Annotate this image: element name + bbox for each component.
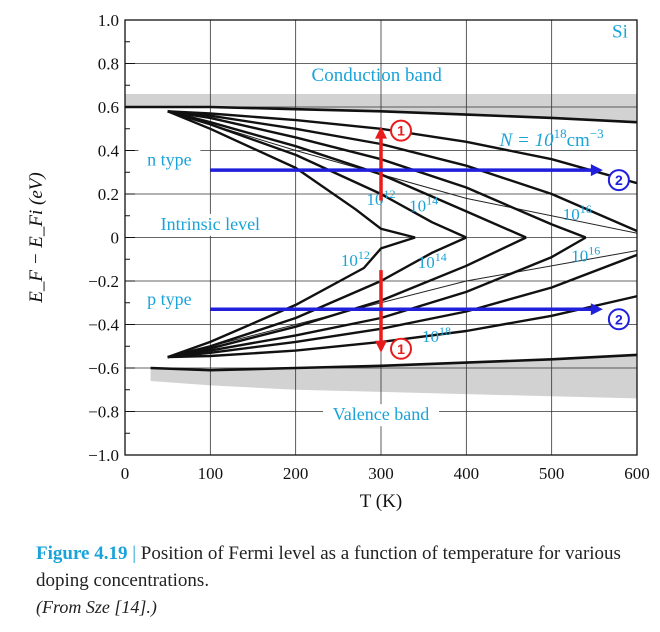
x-tick-label: 500 bbox=[539, 464, 565, 483]
concentration-label: 1014 bbox=[409, 193, 438, 215]
y-tick-label: 0.2 bbox=[98, 185, 119, 204]
caption-source: (From Sze [14].) bbox=[36, 597, 157, 617]
y-tick-label: 0.8 bbox=[98, 55, 119, 74]
y-tick-label: 0.6 bbox=[98, 98, 119, 117]
fermi-curve bbox=[167, 236, 527, 359]
concentration-label: 1016 bbox=[563, 202, 592, 224]
x-axis-title: T (K) bbox=[360, 491, 402, 512]
step-marker-label: 2 bbox=[615, 311, 623, 327]
valence-band-label: Valence band bbox=[333, 404, 429, 424]
fermi-curve bbox=[167, 110, 527, 239]
conduction-band-edge bbox=[125, 105, 638, 124]
concentration-label: 1018 bbox=[422, 324, 451, 346]
plot-frame bbox=[124, 19, 638, 456]
step-marker-label: 2 bbox=[615, 172, 623, 188]
x-tick-label: 600 bbox=[624, 464, 650, 483]
fermi-curve bbox=[167, 236, 416, 359]
y-tick-label: −1.0 bbox=[88, 446, 119, 465]
horizontal-arrow-head bbox=[590, 303, 603, 316]
valence-band-edge bbox=[150, 353, 638, 372]
y-tick-label: 0 bbox=[111, 229, 120, 248]
x-tick-label: 200 bbox=[283, 464, 309, 483]
concentration-label: 1014 bbox=[418, 250, 447, 272]
x-tick-label: 100 bbox=[198, 464, 224, 483]
step-marker-label: 1 bbox=[397, 123, 405, 139]
chart-labels: Conduction band Valence band Intrinsic lev… bbox=[138, 21, 628, 427]
y-tick-label: −0.6 bbox=[88, 359, 119, 378]
y-tick-label: 1.0 bbox=[98, 11, 119, 30]
axis-ticks: 0 100 200 300 400 500 600 1.0 0.8 0.6 0.4 0.2 0 −0.2 −… bbox=[88, 11, 650, 483]
figure-number: Figure 4.19 bbox=[36, 543, 128, 564]
valence-band-shade bbox=[150, 354, 637, 399]
fermi-curve bbox=[167, 236, 467, 359]
valence-band-label-bg bbox=[323, 404, 439, 427]
x-tick-label: 0 bbox=[121, 464, 130, 483]
concentration-label: 1012 bbox=[341, 248, 370, 270]
caption-text: Position of Fermi level as a function of… bbox=[36, 543, 621, 591]
y-tick-label: 0.4 bbox=[98, 142, 120, 161]
y-tick-label: −0.8 bbox=[88, 403, 119, 422]
p-type-label: p type bbox=[147, 289, 192, 309]
figure-caption: Figure 4.19 | Position of Fermi level as… bbox=[36, 540, 636, 621]
vertical-arrow-head bbox=[375, 340, 387, 353]
fermi-curve bbox=[167, 110, 467, 239]
step-marker bbox=[390, 119, 412, 142]
intrinsic-level-label: Intrinsic level bbox=[161, 214, 260, 234]
vertical-arrow-head bbox=[375, 126, 387, 139]
caption-separator: | bbox=[132, 543, 137, 564]
step-marker-label: 1 bbox=[397, 341, 405, 357]
horizontal-arrow-head bbox=[590, 164, 603, 177]
fermi-curve bbox=[167, 110, 416, 239]
annotation-arrows: 1 1 2 2 bbox=[210, 119, 630, 360]
fermi-level-chart: 0 100 200 300 400 500 600 1.0 0.8 0.6 0.4 0.2 0 −0.2 −… bbox=[26, 11, 650, 512]
intrinsic-level-label-bg bbox=[138, 213, 282, 236]
x-tick-label: 400 bbox=[454, 464, 480, 483]
p-type-label-bg bbox=[138, 288, 201, 311]
step-marker bbox=[390, 337, 412, 360]
y-axis-title: E_F − E_Fi (eV) bbox=[26, 172, 47, 303]
n-concentration-label: N = 1018cm−3 bbox=[499, 126, 604, 151]
material-label: Si bbox=[612, 21, 628, 42]
n-type-label-bg bbox=[138, 149, 201, 172]
step-marker bbox=[607, 308, 630, 331]
conduction-band-label: Conduction band bbox=[312, 65, 443, 86]
step-marker bbox=[607, 169, 630, 192]
y-tick-label: −0.4 bbox=[88, 316, 119, 335]
y-tick-label: −0.2 bbox=[88, 272, 119, 291]
concentration-label: 1016 bbox=[571, 243, 600, 265]
x-tick-label: 300 bbox=[368, 464, 394, 483]
n-type-label: n type bbox=[147, 150, 192, 170]
